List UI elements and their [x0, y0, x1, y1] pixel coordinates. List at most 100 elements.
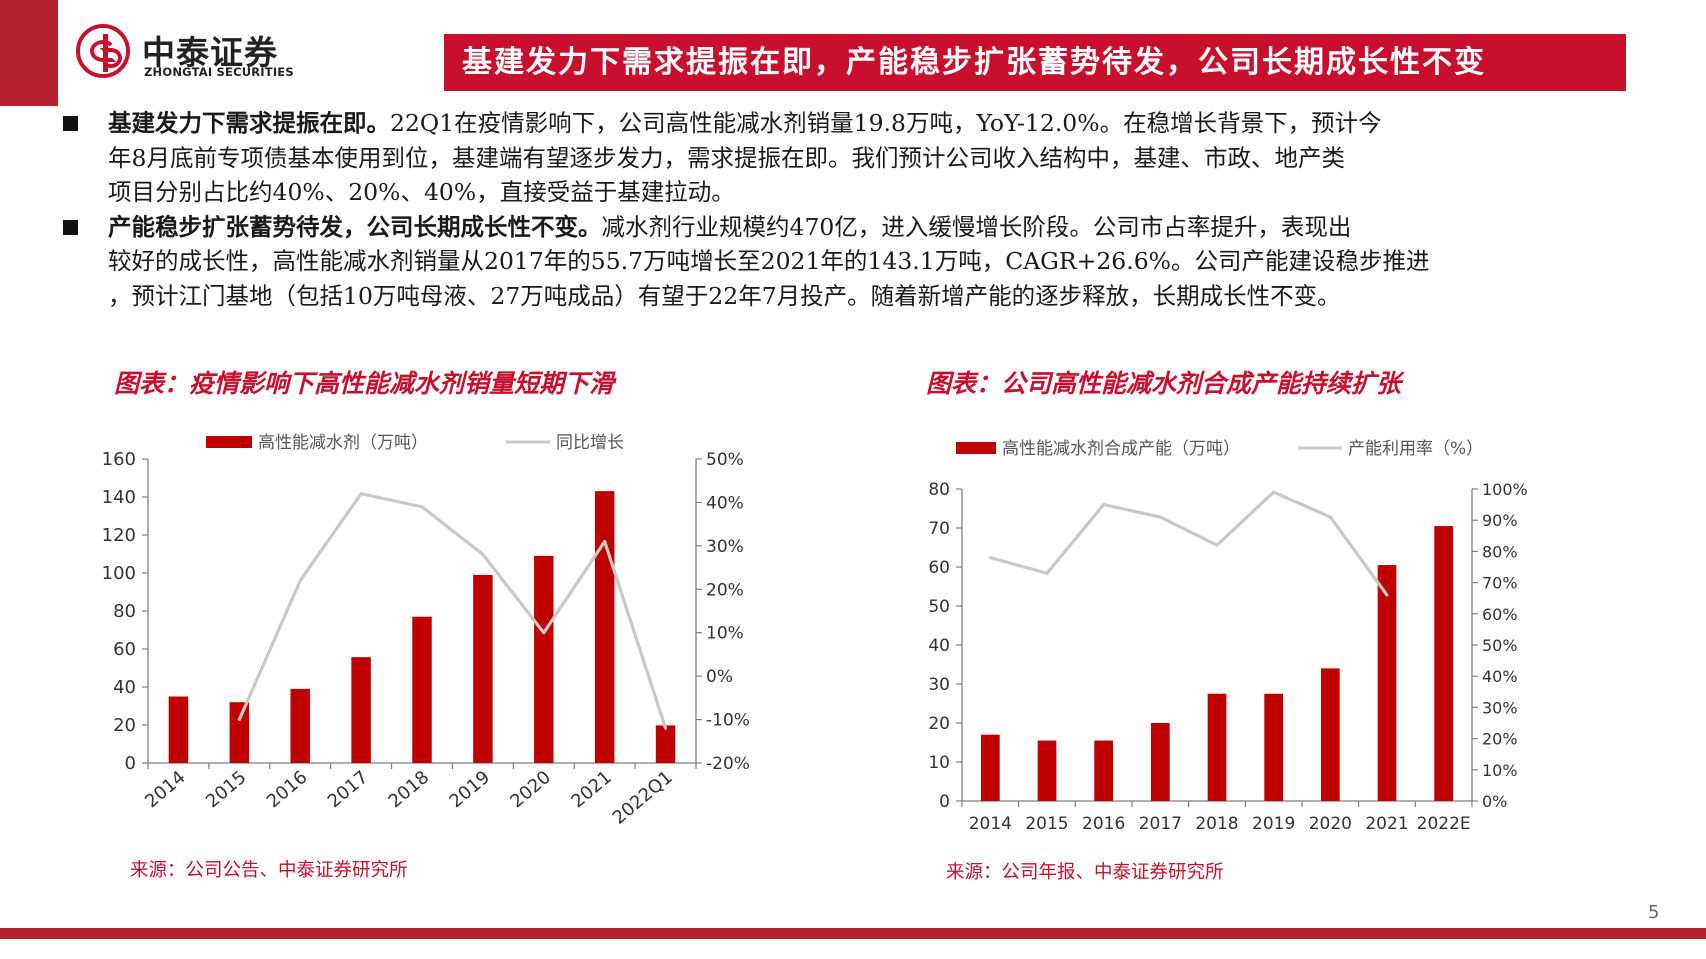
x-tick-label: 2018 [385, 767, 434, 813]
y-right-tick-label: 10% [706, 624, 744, 644]
y-right-tick-label: -20% [706, 754, 750, 774]
bullet-text-line: 22Q1在疫情影响下，公司高性能减水剂销量19.8万吨，YoY-12.0%。在稳… [390, 109, 1382, 137]
bar [168, 696, 189, 763]
y-left-tick-label: 10 [928, 753, 950, 773]
bullet-square-icon [63, 116, 78, 131]
y-right-tick-label: 70% [1482, 574, 1518, 593]
line-point [603, 540, 607, 544]
y-right-tick-label: 100% [1482, 480, 1528, 499]
bar [1094, 740, 1114, 801]
y-right-tick-label: 20% [1482, 730, 1518, 749]
logo-en-text: ZHONGTAI SECURITIES [144, 65, 294, 79]
line-point [1328, 515, 1332, 519]
y-left-tick-label: 100 [102, 563, 136, 584]
x-tick-label: 2022Q1 [609, 767, 677, 829]
y-right-tick-label: 60% [1482, 605, 1518, 624]
y-left-tick-label: 20 [113, 715, 136, 736]
y-right-tick-label: 10% [1482, 761, 1518, 780]
bar [229, 702, 250, 763]
bullet-lead: 基建发力下需求提振在即。 [108, 109, 390, 137]
company-logo: 中泰证券 ZHONGTAI SECURITIES [76, 24, 336, 84]
logo-mark-icon [76, 24, 130, 78]
y-left-tick-label: 120 [102, 525, 136, 546]
x-tick-label: 2016 [263, 767, 312, 813]
line-point [420, 505, 424, 509]
bar [412, 616, 432, 763]
x-tick-label: 2014 [969, 814, 1012, 834]
y-right-tick-label: 90% [1482, 511, 1518, 530]
x-tick-label: 2020 [506, 767, 555, 813]
y-left-tick-label: 60 [928, 558, 950, 578]
bar [351, 657, 371, 763]
x-tick-label: 2017 [1139, 814, 1182, 834]
bar [1207, 693, 1227, 801]
line-series [237, 492, 668, 729]
y-right-tick-label: 40% [706, 493, 744, 513]
y-left-tick-label: 40 [113, 677, 136, 698]
line-point [359, 492, 363, 496]
x-tick-label: 2021 [1365, 814, 1408, 834]
y-right-tick-label: 30% [1482, 698, 1518, 717]
bar [1037, 740, 1057, 801]
line-point [298, 579, 302, 583]
x-tick-label: 2014 [141, 767, 190, 813]
legend-bar-label: 高性能减水剂合成产能（万吨） [1002, 439, 1240, 459]
bar [534, 555, 554, 763]
bar [1320, 668, 1340, 801]
legend-bar-swatch [956, 442, 996, 454]
bar [1377, 565, 1397, 801]
left-accent-bar [0, 0, 58, 106]
y-left-tick-label: 40 [928, 636, 950, 656]
x-tick-label: 2022E [1417, 814, 1471, 834]
bullet-text-line: 项目分别占比约40%、20%、40%，直接受益于基建拉动。 [108, 178, 735, 206]
x-tick-label: 2020 [1309, 814, 1352, 834]
x-tick-label: 2015 [202, 767, 251, 813]
chart1-source: 来源：公司公告、中泰证券研究所 [130, 860, 408, 881]
bullet-text-line: 减水剂行业规模约470亿，进入缓慢增长阶段。公司市占率提升，表现出 [601, 212, 1352, 241]
y-left-tick-label: 0 [125, 753, 136, 774]
line-point [1045, 571, 1049, 575]
y-right-tick-label: 40% [1482, 667, 1518, 686]
line-point [664, 726, 668, 730]
line-point [481, 553, 485, 557]
bullet-text-line: 较好的成长性，高性能减水剂销量从2017年的55.7万吨增长至2021年的143… [108, 247, 1430, 275]
line-point [1215, 543, 1219, 547]
legend-line-label: 产能利用率（%） [1348, 439, 1483, 459]
y-left-tick-label: 70 [928, 519, 950, 539]
bar [1264, 693, 1284, 801]
bar [1434, 526, 1454, 801]
bullet-text-line: 年8月底前专项债基本使用到位，基建端有望逐步发力，需求提振在即。我们预计公司收入… [108, 143, 1345, 172]
y-left-tick-label: 0 [939, 792, 950, 812]
y-right-tick-label: 50% [706, 450, 744, 470]
legend-line-label: 同比增长 [556, 433, 624, 453]
bullet-square-icon [63, 219, 78, 235]
y-left-tick-label: 60 [113, 639, 136, 660]
y-left-tick-label: 20 [928, 714, 950, 734]
bar [290, 688, 310, 763]
chart1-title: 图表：疫情影响下高性能减水剂销量短期下滑 [114, 369, 615, 398]
line-point [1272, 490, 1276, 494]
x-tick-label: 2015 [1025, 814, 1068, 834]
bullet-lead: 产能稳步扩张蓄势待发，公司长期成长性不变。 [108, 212, 602, 241]
logo-cn-text: 中泰证券 [142, 33, 278, 72]
line-point [542, 631, 546, 635]
bar [1150, 723, 1170, 801]
page-number: 5 [1648, 902, 1660, 923]
bar [980, 734, 1000, 801]
y-left-tick-label: 50 [928, 597, 950, 617]
x-tick-label: 2019 [1252, 814, 1295, 834]
chart2-capacity: 高性能减水剂合成产能（万吨） 产能利用率（%） 0 10 20 30 40 50 60 70 80 0… [928, 439, 1528, 834]
y-right-tick-label: 0% [1482, 792, 1507, 811]
y-right-tick-label: 0% [706, 667, 733, 687]
line-series [989, 490, 1389, 597]
bullet-text-line: ，预计江门基地（包括10万吨母液、27万吨成品）有望于22年7月投产。随着新增产… [108, 281, 1341, 310]
bar [594, 491, 615, 763]
bottom-rule [0, 928, 1706, 939]
line-point [237, 718, 241, 722]
y-left-tick-label: 30 [928, 675, 950, 695]
bullet-item-1: 基建发力下需求提振在即。22Q1在疫情影响下，公司高性能减水剂销量19.8万吨，… [60, 106, 1660, 210]
legend-bar-swatch [206, 436, 252, 448]
bullet-item-2: 产能稳步扩张蓄势待发，公司长期成长性不变。减水剂行业规模约470亿，进入缓慢增长… [60, 210, 1660, 314]
x-tick-label: 2016 [1082, 814, 1125, 834]
y-left-tick-label: 140 [102, 487, 136, 508]
